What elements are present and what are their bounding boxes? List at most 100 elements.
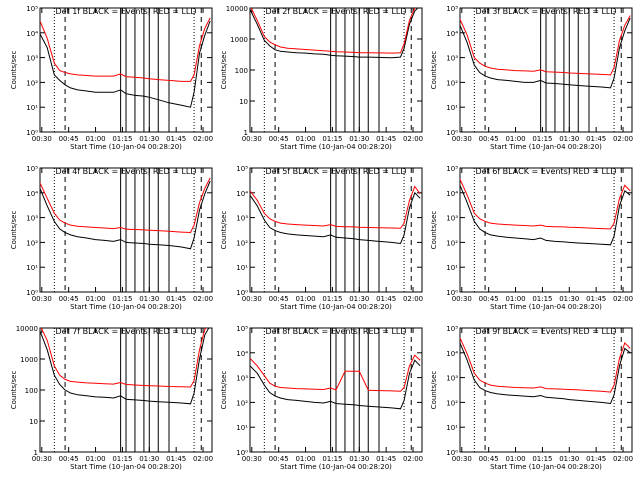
x-tick-label: 01:15 — [532, 135, 552, 143]
y-tick-label: 10³ — [446, 375, 458, 383]
series-line-red — [250, 8, 416, 54]
y-tick-label: 10⁴ — [236, 350, 248, 358]
x-tick-label: 01:15 — [112, 455, 132, 463]
y-tick-label: 10⁵ — [236, 325, 248, 333]
y-axis-label: Counts/sec — [430, 211, 438, 250]
x-tick-label: 02:00 — [613, 455, 633, 463]
x-tick-label: 01:45 — [166, 135, 186, 143]
y-tick-label: 10⁰ — [446, 129, 458, 137]
y-tick-label: 10² — [236, 399, 248, 407]
x-tick-label: 02:00 — [403, 295, 423, 303]
y-tick-label: 10³ — [446, 55, 458, 63]
y-axis-label: Counts/sec — [220, 211, 228, 250]
y-tick-label: 10¹ — [26, 104, 38, 112]
y-tick-label: 10⁵ — [26, 5, 38, 13]
x-tick-label: 01:00 — [85, 135, 105, 143]
y-tick-label: 10³ — [26, 55, 38, 63]
y-tick-label: 10³ — [26, 215, 38, 223]
x-tick-label: 00:45 — [269, 295, 289, 303]
series-line-black — [40, 20, 211, 108]
x-axis-label: Start Time (10-Jan-04 00:28:20) — [490, 463, 602, 471]
x-axis-label: Start Time (10-Jan-04 00:28:20) — [280, 463, 392, 471]
x-tick-label: 00:30 — [32, 135, 52, 143]
x-tick-label: 01:00 — [505, 295, 525, 303]
y-tick-label: 10⁵ — [446, 325, 458, 333]
x-tick-label: 01:30 — [139, 295, 159, 303]
x-tick-label: 00:30 — [242, 135, 262, 143]
x-tick-label: 00:30 — [452, 135, 472, 143]
y-tick-label: 10⁵ — [236, 165, 248, 173]
y-tick-label: 10⁰ — [446, 289, 458, 297]
detector-panel: Det 9f BLACK = Events, RED = LLD 10⁰ 10¹ 10… — [430, 325, 633, 471]
x-tick-label: 01:45 — [586, 295, 606, 303]
y-axis-label: Counts/sec — [10, 51, 18, 90]
x-tick-label: 00:45 — [479, 295, 499, 303]
y-tick-label: 1 — [244, 129, 248, 137]
x-tick-label: 01:00 — [85, 455, 105, 463]
x-tick-label: 00:45 — [269, 135, 289, 143]
series-line-red — [40, 17, 211, 82]
y-axis-label: Counts/sec — [220, 51, 228, 90]
x-tick-label: 01:00 — [295, 295, 315, 303]
x-tick-label: 01:15 — [322, 295, 342, 303]
x-axis-label: Start Time (10-Jan-04 00:28:20) — [280, 143, 392, 151]
x-tick-label: 00:45 — [59, 455, 79, 463]
y-tick-label: 100 — [235, 67, 248, 75]
y-axis-label: Counts/sec — [10, 211, 18, 250]
x-tick-label: 02:00 — [613, 295, 633, 303]
x-axis-label: Start Time (10-Jan-04 00:28:20) — [70, 143, 182, 151]
x-tick-label: 01:30 — [559, 455, 579, 463]
y-tick-label: 10⁵ — [446, 165, 458, 173]
series-line-black — [250, 191, 421, 245]
x-tick-label: 00:30 — [32, 295, 52, 303]
y-tick-label: 10² — [236, 239, 248, 247]
series-line-red — [460, 15, 631, 76]
x-tick-label: 01:45 — [586, 455, 606, 463]
y-tick-label: 10¹ — [236, 424, 248, 432]
y-tick-label: 10⁰ — [26, 129, 38, 137]
series-line-black — [40, 180, 211, 250]
x-tick-label: 01:30 — [559, 135, 579, 143]
x-tick-label: 01:15 — [532, 295, 552, 303]
x-axis-label: Start Time (10-Jan-04 00:28:20) — [70, 463, 182, 471]
series-line-red — [460, 179, 631, 230]
y-tick-label: 10² — [446, 399, 458, 407]
y-tick-label: 10⁴ — [26, 30, 38, 38]
y-tick-label: 10¹ — [446, 264, 458, 272]
plot-frame — [459, 167, 633, 293]
y-tick-label: 10⁰ — [446, 449, 458, 457]
x-tick-label: 01:15 — [112, 135, 132, 143]
y-tick-label: 1000 — [230, 36, 248, 44]
x-tick-label: 00:30 — [32, 455, 52, 463]
x-tick-label: 01:00 — [505, 135, 525, 143]
series-line-black — [460, 17, 631, 89]
detector-panel: Det 7f BLACK = Events, RED = LLD11010010… — [10, 325, 213, 471]
y-tick-label: 10¹ — [236, 264, 248, 272]
x-tick-label: 01:00 — [505, 455, 525, 463]
y-tick-label: 10² — [446, 239, 458, 247]
detector-panel: Det 8f BLACK = Events, RED = LLD10⁰10¹10… — [220, 325, 423, 471]
x-tick-label: 01:30 — [349, 455, 369, 463]
y-tick-label: 10⁰ — [236, 449, 248, 457]
series-line-black — [250, 359, 421, 410]
x-axis-label: Start Time (10-Jan-04 00:28:20) — [280, 303, 392, 311]
x-tick-label: 01:15 — [112, 295, 132, 303]
detector-panel: Det 3f BLACK = Events, RED = LLD10⁰10¹10… — [430, 5, 633, 151]
y-tick-label: 10⁴ — [26, 190, 38, 198]
x-tick-label: 01:45 — [586, 135, 606, 143]
x-axis-label: Start Time (10-Jan-04 00:28:20) — [70, 303, 182, 311]
y-tick-label: 10⁵ — [26, 165, 38, 173]
y-tick-label: 10¹ — [446, 104, 458, 112]
y-tick-label: 100 — [25, 387, 38, 395]
y-tick-label: 10³ — [446, 215, 458, 223]
detector-panel: Det 5f BLACK = Events, RED = LLD10⁰10¹10… — [220, 165, 423, 311]
y-axis-label: Counts/sec — [430, 51, 438, 90]
panel-title: Det 9f BLACK = Events, RED = LLD — [475, 327, 616, 336]
x-axis-label: Start Time (10-Jan-04 00:28:20) — [490, 303, 602, 311]
detector-panel: Det 4f BLACK = Events, RED = LLD10⁰10¹10… — [10, 165, 213, 311]
y-tick-label: 10 — [29, 418, 38, 426]
y-tick-label: 1000 — [20, 356, 38, 364]
y-tick-label: 10¹ — [26, 264, 38, 272]
x-tick-label: 00:30 — [242, 455, 262, 463]
x-tick-label: 01:45 — [376, 295, 396, 303]
